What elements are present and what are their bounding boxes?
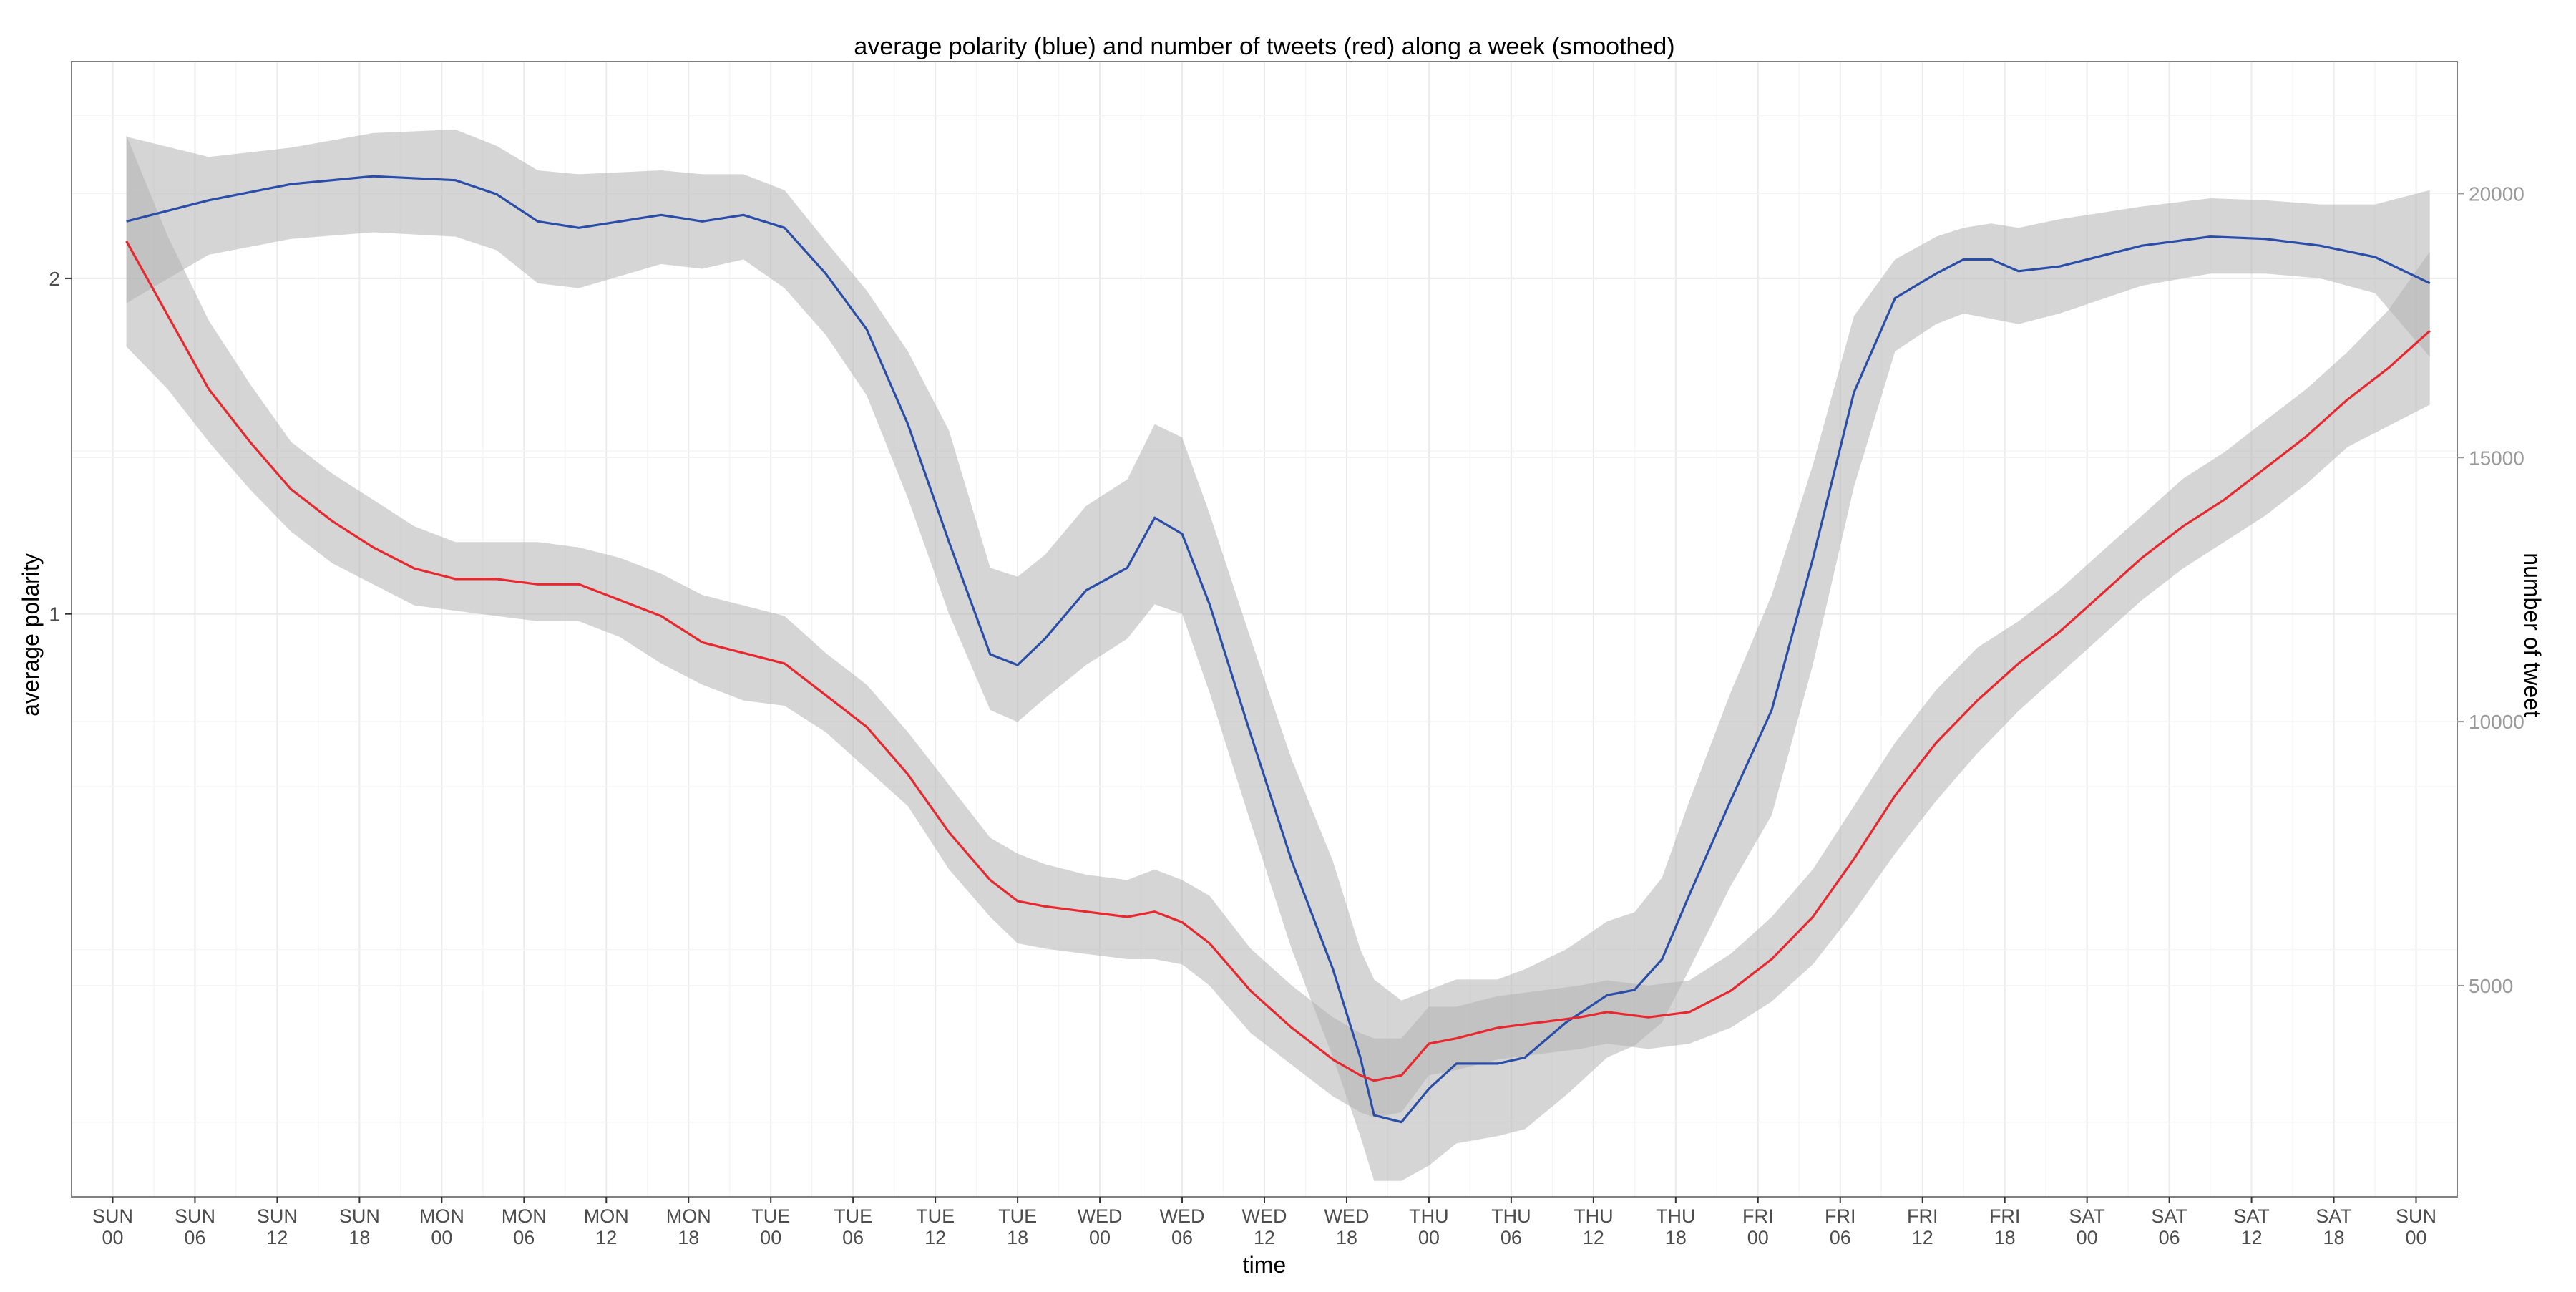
x-tick-label-hour: 06 [184,1227,205,1248]
tweets-confidence-band [126,135,2430,1118]
x-tick-label-hour: 18 [2323,1227,2345,1248]
x-tick-label-day: MON [502,1205,547,1227]
chart-title: average polarity (blue) and number of tw… [854,33,1674,60]
y-axis-right-ticks: 5000 10000 15000 20000 [2457,183,2524,997]
x-tick-label-day: SAT [2233,1205,2270,1227]
x-tick-label-day: TUE [834,1205,872,1227]
x-tick-label-day: MON [584,1205,629,1227]
x-tick-label-day: TUE [916,1205,955,1227]
x-tick-label-hour: 00 [431,1227,452,1248]
y-right-tick-label: 5000 [2469,975,2513,997]
x-tick-label-day: SUN [2396,1205,2436,1227]
x-tick-label-hour: 18 [1994,1227,2016,1248]
x-tick-label-day: MON [666,1205,711,1227]
x-tick-label-hour: 12 [595,1227,617,1248]
x-tick-label-hour: 18 [1665,1227,1687,1248]
x-tick-label-day: SUN [92,1205,133,1227]
x-tick-label-day: THU [1491,1205,1531,1227]
y-left-tick-label: 2 [49,268,60,290]
x-tick-label-day: WED [1242,1205,1287,1227]
x-tick-label-hour: 18 [1007,1227,1028,1248]
x-tick-label-hour: 12 [1254,1227,1275,1248]
x-tick-label-hour: 12 [266,1227,288,1248]
x-tick-label-day: FRI [1825,1205,1856,1227]
x-tick-label-day: SAT [2069,1205,2105,1227]
x-tick-label-day: SAT [2316,1205,2352,1227]
x-tick-label-day: THU [1656,1205,1696,1227]
x-tick-label-hour: 18 [348,1227,370,1248]
polarity-line [126,175,2431,1124]
x-tick-label-day: WED [1160,1205,1205,1227]
x-tick-label-hour: 00 [2077,1227,2098,1248]
x-tick-label-hour: 00 [102,1227,123,1248]
x-tick-label-day: SUN [175,1205,215,1227]
x-tick-label-day: FRI [1989,1205,2021,1227]
x-tick-label-hour: 00 [1747,1227,1769,1248]
x-tick-label-hour: 06 [1171,1227,1193,1248]
x-tick-label-day: WED [1324,1205,1369,1227]
x-tick-label-hour: 12 [2241,1227,2263,1248]
x-tick-label-hour: 12 [1583,1227,1604,1248]
x-tick-label-day: SUN [339,1205,380,1227]
y-axis-left-label: average polarity [18,553,44,717]
x-tick-label-hour: 12 [1912,1227,1933,1248]
x-tick-label-day: FRI [1907,1205,1938,1227]
x-tick-label-hour: 18 [1336,1227,1357,1248]
x-tick-label-hour: 06 [513,1227,535,1248]
y-axis-left-ticks: 12 [49,268,72,626]
x-tick-label-day: THU [1409,1205,1449,1227]
y-left-tick-label: 1 [49,603,60,626]
x-tick-label-hour: 06 [1501,1227,1522,1248]
x-tick-label-day: SAT [2151,1205,2187,1227]
x-tick-label-day: FRI [1742,1205,1774,1227]
x-tick-label-day: TUE [998,1205,1037,1227]
x-axis-ticks: SUN00SUN06SUN12SUN18MON00MON06MON12MON18… [92,1197,2436,1248]
tweets-line [125,241,2431,1082]
x-tick-label-hour: 06 [1830,1227,1851,1248]
x-tick-label-hour: 00 [2405,1227,2426,1248]
x-tick-label-hour: 00 [1089,1227,1111,1248]
x-tick-label-day: THU [1574,1205,1614,1227]
plot-panel [71,61,2458,1198]
y-axis-right-label: number of tweet [2519,553,2545,717]
y-right-tick-label: 15000 [2469,447,2524,469]
x-tick-label-hour: 12 [924,1227,946,1248]
y-right-tick-label: 10000 [2469,711,2524,733]
x-tick-label-day: MON [419,1205,464,1227]
x-tick-label-hour: 18 [678,1227,699,1248]
x-tick-label-day: WED [1078,1205,1123,1227]
y-right-tick-label: 20000 [2469,183,2524,205]
x-tick-label-hour: 06 [842,1227,864,1248]
x-tick-label-hour: 00 [760,1227,781,1248]
x-axis-label: time [1243,1252,1286,1278]
x-tick-label-hour: 06 [2159,1227,2180,1248]
series-layer [125,130,2431,1181]
x-tick-label-day: SUN [257,1205,298,1227]
x-tick-label-day: TUE [751,1205,790,1227]
x-tick-label-hour: 00 [1418,1227,1440,1248]
